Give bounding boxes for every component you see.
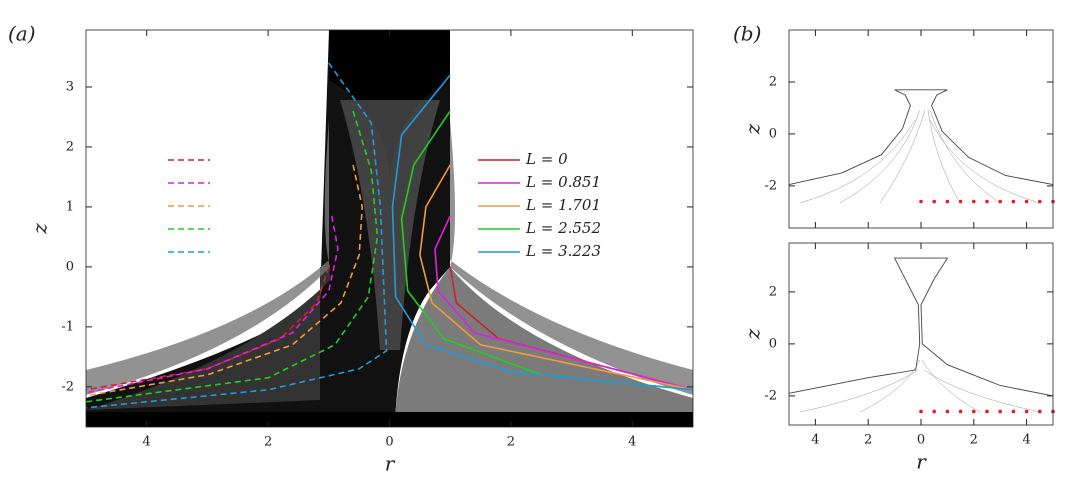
y-tick-label: -2	[61, 379, 74, 394]
y-tick-label: -2	[764, 388, 777, 403]
legend-label: L = 3.367	[215, 242, 291, 260]
dot	[919, 199, 923, 204]
curve	[788, 89, 1054, 186]
y-tick-label: 0	[769, 126, 777, 141]
axes-frame	[788, 242, 1054, 426]
x-tick-label: 4	[628, 435, 636, 450]
y-tick-label: 0	[66, 259, 74, 274]
curve	[85, 62, 388, 409]
axes-frame	[788, 29, 1054, 229]
x-tick-label: 2	[264, 435, 272, 450]
legend-label: L = 0.851	[215, 173, 291, 191]
x-tick-label: 2	[507, 435, 515, 450]
x-tick-label: 0	[385, 435, 393, 450]
panel-a-background	[86, 30, 693, 427]
y-tick-label: 1	[66, 199, 74, 214]
curve	[788, 257, 1054, 397]
dot	[945, 409, 950, 414]
dot	[932, 199, 936, 204]
x-axis-label: r	[385, 452, 396, 476]
dot	[998, 409, 1002, 414]
curve	[419, 164, 694, 391]
legend-label: L = 1.701	[525, 196, 601, 214]
dot	[972, 199, 976, 204]
dot	[972, 409, 976, 414]
x-tick-label: 4	[143, 435, 151, 450]
dot	[1038, 199, 1042, 204]
curve	[85, 266, 330, 391]
dot	[985, 199, 989, 204]
dot	[919, 409, 923, 414]
dot	[1011, 199, 1016, 204]
dot	[998, 199, 1002, 204]
legend-label: L = 0	[215, 150, 258, 168]
x-tick-label: 2	[864, 433, 872, 448]
dot	[1011, 409, 1016, 414]
legend-label: L = 2.552	[215, 219, 291, 237]
x-tick-label: 0	[917, 433, 925, 448]
curve	[391, 74, 694, 391]
y-tick-label: 0	[769, 336, 777, 351]
x-tick-label: 4	[811, 433, 819, 448]
legend-label: L = 0	[525, 150, 568, 168]
streamlines	[799, 109, 1041, 413]
dot	[1038, 409, 1042, 414]
panel-label: (b)	[733, 22, 761, 46]
dot	[945, 199, 950, 204]
curve	[85, 110, 379, 403]
dot	[958, 409, 963, 414]
dot	[985, 409, 989, 414]
y-tick-label: -2	[764, 178, 777, 193]
dot	[932, 409, 936, 414]
legend-label: L = 1.701	[215, 196, 291, 214]
x-tick-label: 2	[970, 433, 978, 448]
x-axis-label: r	[916, 450, 927, 474]
legend-label: L = 2.552	[525, 219, 601, 237]
curve	[434, 215, 694, 391]
dot	[1024, 199, 1029, 204]
y-axis-label: z	[741, 123, 765, 135]
dot	[958, 199, 963, 204]
y-tick-label: 3	[66, 79, 74, 94]
y-tick-label: -1	[61, 319, 74, 334]
y-tick-label: 2	[66, 139, 74, 154]
curve	[85, 164, 364, 397]
panel-label: (a)	[8, 22, 36, 46]
y-axis-label: z	[741, 328, 765, 340]
legend-label: L = 3.223	[525, 242, 601, 260]
dot	[1024, 409, 1029, 414]
legend-label: L = 0.851	[525, 173, 601, 191]
y-axis-label: z	[28, 223, 52, 235]
y-tick-label: 2	[769, 74, 777, 89]
y-tick-label: 2	[769, 284, 777, 299]
curve	[85, 215, 339, 394]
x-tick-label: 4	[1022, 433, 1030, 448]
